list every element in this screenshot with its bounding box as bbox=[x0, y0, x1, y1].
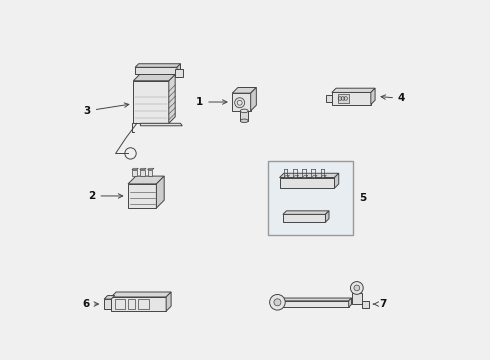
Polygon shape bbox=[135, 64, 180, 67]
Bar bbox=[362, 301, 368, 307]
Polygon shape bbox=[283, 211, 329, 215]
Polygon shape bbox=[335, 173, 339, 188]
Polygon shape bbox=[280, 173, 339, 177]
Polygon shape bbox=[111, 297, 166, 311]
Polygon shape bbox=[284, 175, 290, 177]
Bar bbox=[268, 161, 353, 235]
Circle shape bbox=[270, 294, 285, 310]
Polygon shape bbox=[320, 175, 326, 177]
Polygon shape bbox=[312, 175, 317, 177]
Polygon shape bbox=[283, 215, 325, 222]
Polygon shape bbox=[166, 292, 171, 311]
Ellipse shape bbox=[241, 119, 248, 123]
Polygon shape bbox=[169, 75, 175, 123]
Polygon shape bbox=[111, 292, 171, 297]
Polygon shape bbox=[332, 93, 371, 104]
Circle shape bbox=[274, 299, 281, 306]
Bar bbox=[115, 299, 124, 309]
Text: 3: 3 bbox=[84, 103, 129, 116]
Polygon shape bbox=[349, 298, 351, 307]
Bar bbox=[351, 293, 362, 305]
Circle shape bbox=[350, 282, 363, 294]
Text: 5: 5 bbox=[360, 193, 367, 203]
Polygon shape bbox=[280, 301, 349, 307]
Polygon shape bbox=[332, 88, 375, 93]
Bar bbox=[138, 299, 149, 309]
Ellipse shape bbox=[241, 109, 248, 113]
Bar bbox=[127, 299, 135, 309]
Polygon shape bbox=[251, 87, 256, 111]
Polygon shape bbox=[133, 81, 169, 123]
Text: 2: 2 bbox=[88, 191, 123, 201]
Bar bbox=[326, 95, 332, 102]
Polygon shape bbox=[141, 123, 182, 126]
Polygon shape bbox=[293, 175, 299, 177]
Bar bbox=[241, 111, 248, 121]
Polygon shape bbox=[280, 177, 335, 188]
Text: 7: 7 bbox=[373, 299, 386, 309]
Bar bbox=[175, 69, 183, 77]
Bar bbox=[135, 67, 177, 74]
Text: 1: 1 bbox=[196, 97, 227, 107]
Bar bbox=[132, 170, 137, 176]
Polygon shape bbox=[232, 93, 251, 111]
Polygon shape bbox=[156, 176, 164, 208]
Polygon shape bbox=[302, 175, 308, 177]
Polygon shape bbox=[325, 211, 329, 222]
Polygon shape bbox=[371, 88, 375, 104]
Text: 4: 4 bbox=[381, 94, 405, 103]
Polygon shape bbox=[232, 87, 256, 93]
Polygon shape bbox=[104, 296, 115, 299]
Polygon shape bbox=[128, 176, 164, 184]
Polygon shape bbox=[177, 64, 180, 74]
Circle shape bbox=[354, 285, 360, 291]
Polygon shape bbox=[280, 298, 351, 301]
Polygon shape bbox=[133, 75, 175, 81]
Bar bbox=[147, 170, 152, 176]
Bar bbox=[338, 94, 349, 103]
Bar bbox=[104, 299, 111, 309]
Polygon shape bbox=[128, 184, 156, 208]
Bar bbox=[140, 170, 145, 176]
Text: 6: 6 bbox=[82, 299, 98, 309]
